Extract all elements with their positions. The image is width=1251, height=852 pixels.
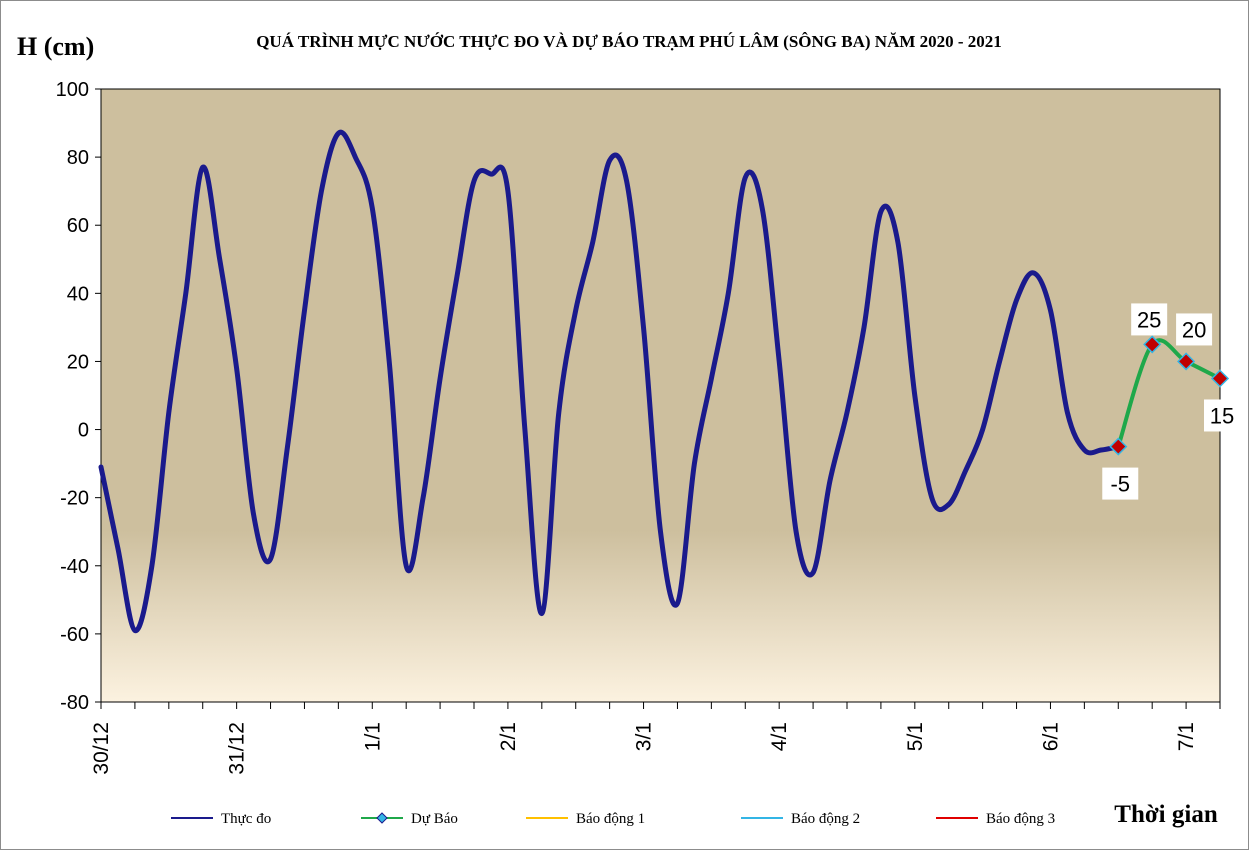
y-tick-label: 0 xyxy=(78,420,89,442)
forecast-marker xyxy=(1109,437,1128,456)
y-tick-label: 100 xyxy=(56,79,89,101)
legend: Thực đo Dự Báo Báo động 1 Báo động 2 Báo độn… xyxy=(171,811,1055,827)
y-tick-label: 60 xyxy=(67,215,89,237)
data-label: 15 xyxy=(1210,403,1234,428)
y-tick-label: 40 xyxy=(67,283,89,305)
y-tick-label: 20 xyxy=(67,351,89,373)
data-label: 25 xyxy=(1137,307,1161,332)
legend-label: Báo động 3 xyxy=(986,811,1055,827)
x-tick-label: 6/1 xyxy=(1039,722,1062,751)
legend-label: Dự Báo xyxy=(411,811,458,827)
data-label: 20 xyxy=(1182,317,1206,342)
y-axis-label: H (cm) xyxy=(17,32,94,61)
series-line-thuc-do xyxy=(98,129,1121,633)
chart-title: QUÁ TRÌNH MỰC NƯỚC THỰC ĐO VÀ DỰ BÁO TRẠ… xyxy=(256,32,1002,51)
data-label-box xyxy=(1131,303,1168,336)
forecast-marker xyxy=(1210,369,1230,388)
y-tick-label: -20 xyxy=(60,488,89,510)
x-tick-label: 1/1 xyxy=(361,722,384,751)
y-tick-label: 80 xyxy=(67,147,89,169)
x-tick-label: 4/1 xyxy=(768,722,791,751)
x-tick-label: 2/1 xyxy=(497,722,520,751)
forecast-marker xyxy=(1143,335,1162,354)
y-tick-label: -40 xyxy=(60,556,89,578)
data-label-box xyxy=(1102,467,1139,500)
x-tick-label: 31/12 xyxy=(226,722,249,775)
data-label: -5 xyxy=(1110,472,1130,497)
plot-area xyxy=(100,88,1221,703)
series-line-du-bao xyxy=(1116,338,1222,449)
forecast-marker xyxy=(1177,352,1196,371)
x-tick-label: 7/1 xyxy=(1175,722,1198,751)
x-tick-label: 3/1 xyxy=(633,722,656,751)
legend-label: Thực đo xyxy=(221,811,271,827)
y-tick-label: -80 xyxy=(60,692,89,714)
legend-marker xyxy=(376,812,388,824)
x-axis-label: Thời gian xyxy=(1114,801,1218,828)
data-label-box xyxy=(1176,313,1213,346)
x-tick-label: 5/1 xyxy=(904,722,927,751)
legend-label: Báo động 2 xyxy=(791,811,860,827)
data-label-box xyxy=(1204,399,1240,432)
x-tick-label: 30/12 xyxy=(90,722,113,775)
legend-label: Báo động 1 xyxy=(576,811,645,827)
y-tick-label: -60 xyxy=(60,624,89,646)
